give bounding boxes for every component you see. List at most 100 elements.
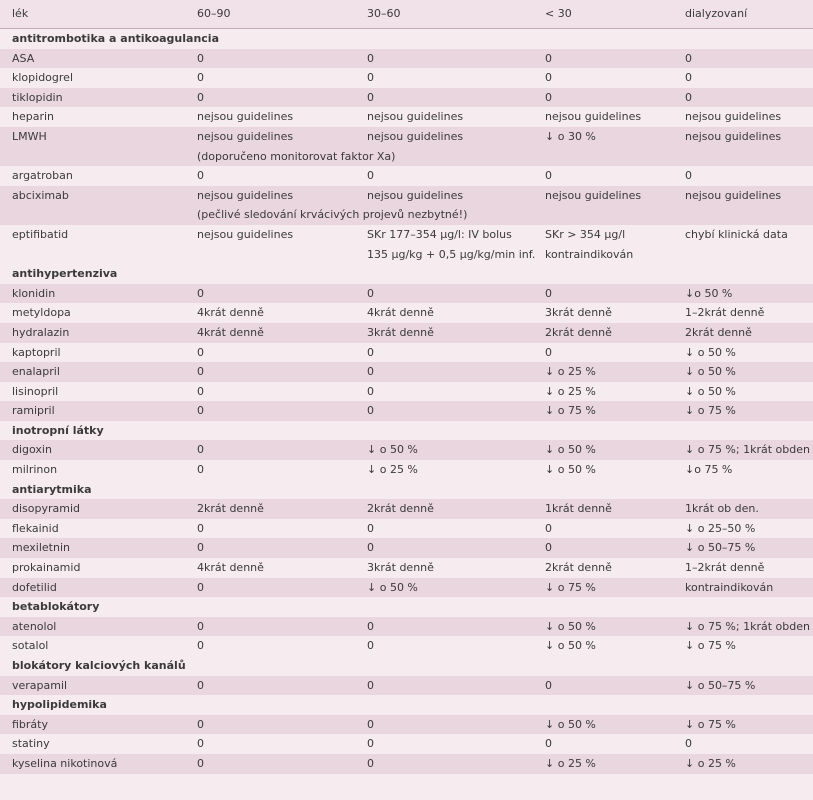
cell: ↓ o 25–50 % [685, 518, 813, 539]
drug-name: digoxin [0, 440, 197, 461]
cell: 0 [367, 283, 545, 304]
cell: 0 [367, 381, 545, 402]
cell: 0 [197, 753, 367, 774]
cell: 0 [545, 87, 685, 108]
data-row: hydralazin 4krát denně 3krát denně 2krát de… [0, 322, 813, 343]
drug-name: verapamil [0, 675, 197, 696]
cell-line: kontraindikován [545, 247, 634, 261]
cell: 0 [197, 68, 367, 88]
drug-name: metyldopa [0, 303, 197, 323]
drug-name: argatroban [0, 166, 197, 186]
data-row: lisinopril 0 0 ↓ o 25 % ↓ o 50 % [0, 381, 813, 402]
cell: 0 [197, 636, 367, 656]
cell: 0 [197, 362, 367, 382]
cell: 0 [685, 87, 813, 108]
cell: 0 [197, 518, 367, 539]
cell: ↓ o 25 % [685, 753, 813, 774]
cell: 0 [367, 734, 545, 754]
drug-name: klopidogrel [0, 68, 197, 88]
cell: ↓ o 50 % [685, 342, 813, 363]
cell: 4krát denně [367, 303, 545, 323]
cell: 2krát denně [367, 499, 545, 519]
cell: 0 [367, 616, 545, 637]
cell: 0 [367, 401, 545, 421]
cell: 2krát denně [197, 499, 367, 519]
cell: 0 [367, 87, 545, 108]
cell-line: nejsou guidelines [197, 129, 294, 143]
cell: ↓ o 75 %; 1krát obden [685, 440, 813, 461]
cell: ↓ o 50 % [545, 460, 685, 480]
cell: nejsou guidelines [367, 107, 545, 127]
data-row: disopyramid 2krát denně 2krát denně 1krát d… [0, 499, 813, 519]
cell: 0 [197, 577, 367, 598]
cell: 0 [685, 166, 813, 186]
data-row: eptifibatid nejsou guidelines SKr 177–354 … [0, 224, 813, 265]
data-row: dofetilid 0 ↓ o 50 % ↓ o 75 % kontraindiková… [0, 577, 813, 598]
cell: ↓ o 25 % [367, 460, 545, 480]
cell: ↓o 50 % [685, 283, 813, 304]
cell: ↓ o 25 % [545, 753, 685, 774]
cell: 0 [367, 538, 545, 559]
section-row: blokátory kalciových kanálů [0, 656, 813, 676]
cell: 0 [545, 518, 685, 539]
drug-name: LMWH [0, 126, 197, 167]
cell: 0 [545, 734, 685, 754]
drug-name: heparin [0, 107, 197, 127]
data-row: sotalol 0 0 ↓ o 50 % ↓ o 75 % [0, 636, 813, 656]
cell: 0 [545, 166, 685, 186]
cell: ↓ o 75 % [545, 401, 685, 421]
section-row: inotropní látky [0, 420, 813, 441]
drug-name: atenolol [0, 616, 197, 637]
header-row: lék 60–90 30–60 < 30 dialyzovaní [0, 0, 813, 29]
cell-line: SKr 177–354 μg/l: IV bolus [367, 227, 512, 241]
data-row: prokainamid 4krát denně 3krát denně 2krát d… [0, 558, 813, 578]
cell: 4krát denně [197, 558, 367, 578]
cell: kontraindikován [685, 577, 813, 598]
cell-line: nejsou guidelines [197, 188, 294, 202]
cell: nejsou guidelines [685, 185, 813, 225]
section-title: hypolipidemika [0, 695, 813, 715]
cell: nejsou guidelines (doporučeno monitorovat… [197, 126, 395, 167]
cell: ↓ o 75 % [685, 401, 813, 421]
data-row: milrinon 0 ↓ o 25 % ↓ o 50 % ↓o 75 % [0, 460, 813, 480]
data-row: flekainid 0 0 0 ↓ o 25–50 % [0, 518, 813, 539]
cell: 0 [197, 675, 367, 696]
drug-name: prokainamid [0, 558, 197, 578]
cell: 0 [197, 714, 367, 735]
cell: 1–2krát denně [685, 303, 813, 323]
data-row: ASA 0 0 0 0 [0, 48, 813, 69]
cell: 0 [367, 342, 545, 363]
cell: ↓ o 50–75 % [685, 538, 813, 559]
cell: 2krát denně [685, 322, 813, 343]
cell: 0 [367, 48, 545, 69]
section-row: antitrombotika a antikoagulancia [0, 28, 813, 49]
cell: 0 [545, 342, 685, 363]
drug-name: lisinopril [0, 381, 197, 402]
section-row: betablokátory [0, 597, 813, 617]
cell: 0 [685, 68, 813, 88]
cell: 0 [367, 636, 545, 656]
cell: nejsou guidelines [545, 107, 685, 127]
data-row: klonidin 0 0 0 ↓o 50 % [0, 283, 813, 304]
cell: chybí klinická data [685, 224, 813, 265]
drug-name: kyselina nikotinová [0, 753, 197, 774]
table-body: lék 60–90 30–60 < 30 dialyzovaní antitromboti… [0, 0, 813, 774]
cell: 0 [197, 401, 367, 421]
cell: ↓ o 75 % [685, 714, 813, 735]
cell: 0 [685, 734, 813, 754]
section-row: antiarytmika [0, 479, 813, 500]
cell: 0 [367, 166, 545, 186]
drug-name: statiny [0, 734, 197, 754]
drug-name: ASA [0, 48, 197, 69]
drug-name: enalapril [0, 362, 197, 382]
cell: 0 [197, 283, 367, 304]
drug-name: fibráty [0, 714, 197, 735]
cell: 0 [545, 48, 685, 69]
cell-line: 135 μg/kg + 0,5 μg/kg/min inf. [367, 247, 536, 261]
cell: 0 [367, 714, 545, 735]
drug-name: abciximab [0, 185, 197, 225]
cell: 2krát denně [545, 322, 685, 343]
dosing-table: lék 60–90 30–60 < 30 dialyzovaní antitromboti… [0, 0, 813, 774]
data-row: fibráty 0 0 ↓ o 50 % ↓ o 75 % [0, 714, 813, 735]
cell: ↓ o 75 % [685, 636, 813, 656]
